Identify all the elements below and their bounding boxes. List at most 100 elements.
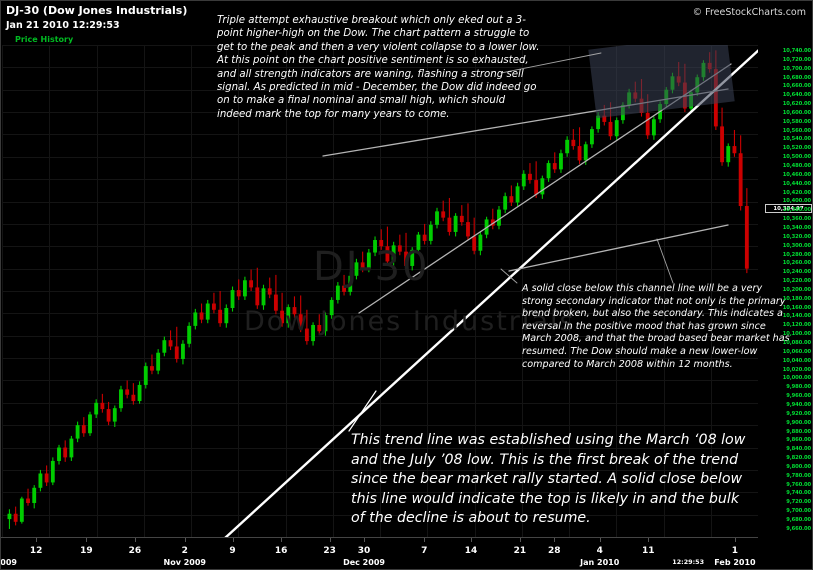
- price-axis[interactable]: 10,384.97 10,740.00 10,720.00 10,700.00 10,…: [758, 45, 812, 537]
- price-axis-tick: 10,460.00: [782, 171, 811, 178]
- date-axis-tick-mark: [281, 537, 283, 542]
- candle-body: [422, 234, 427, 241]
- secondary-channel-line: [508, 224, 729, 272]
- price-axis-tick: 10,220.00: [782, 278, 811, 285]
- grid-layer: [2, 45, 758, 537]
- candle-body: [373, 240, 377, 253]
- candle-body: [19, 498, 24, 522]
- date-axis-cursor-time: 12:29:53: [672, 558, 705, 566]
- candle-body: [13, 513, 18, 522]
- candle-body: [515, 186, 520, 203]
- price-axis-tick: 9,800.00: [786, 463, 811, 470]
- date-axis-tick-major: 19: [80, 546, 93, 556]
- candle-body: [100, 402, 105, 410]
- chart-plot-area[interactable]: [2, 45, 758, 537]
- candle-body: [528, 173, 532, 181]
- price-axis-tick: 10,100.00: [782, 331, 811, 338]
- candle-body: [75, 425, 80, 439]
- trendline-drawings: [224, 45, 758, 537]
- candle-body: [559, 153, 563, 170]
- date-axis-tick-mark: [134, 537, 136, 542]
- candle-body: [174, 346, 179, 359]
- candle-body: [286, 307, 291, 324]
- date-axis-tick-major: 4: [596, 546, 603, 556]
- price-axis-tick: 10,420.00: [782, 189, 811, 196]
- candle-body: [540, 178, 545, 195]
- candle-body: [81, 425, 86, 434]
- candle-body: [193, 312, 198, 326]
- candle-body: [143, 366, 148, 385]
- candle-body: [428, 224, 433, 241]
- date-axis-month-label: Nov 2009: [163, 558, 206, 567]
- candle-body: [602, 115, 607, 122]
- date-axis-tick-major: 30: [357, 546, 371, 556]
- candle-body: [168, 340, 173, 347]
- candle-body: [242, 280, 247, 297]
- date-axis-tick-mark: [86, 537, 88, 542]
- candle-body: [720, 126, 724, 163]
- candle-body: [459, 215, 464, 223]
- price-axis-tick: 9,680.00: [786, 516, 811, 523]
- price-axis-tick: 9,820.00: [786, 455, 811, 462]
- date-axis-tick-mark: [184, 537, 186, 542]
- candle-body: [651, 119, 656, 136]
- primary-uptrend-line: [224, 49, 758, 537]
- candle-body: [391, 245, 396, 262]
- date-axis-tick-mark: [519, 537, 521, 542]
- price-axis-tick: 10,620.00: [782, 101, 811, 108]
- candle-body: [366, 252, 371, 269]
- price-axis-tick: 10,720.00: [782, 56, 811, 63]
- copyright-notice: © FreeStockCharts.com: [692, 7, 806, 18]
- price-axis-tick: 9,660.00: [786, 525, 811, 532]
- candle-body: [416, 234, 421, 250]
- candle-body: [379, 240, 384, 247]
- date-axis-tick-mark: [734, 537, 736, 542]
- candle-body: [94, 402, 99, 415]
- price-axis-tick: 10,280.00: [782, 251, 811, 258]
- callout-leader-top: [500, 52, 602, 74]
- chart-title: DJ-30 (Dow Jones Industrials): [6, 4, 188, 17]
- candle-body: [552, 163, 557, 170]
- price-axis-tick: 9,700.00: [786, 508, 811, 515]
- candle-body: [342, 285, 346, 292]
- candle-body: [63, 447, 68, 458]
- price-axis-tick: 10,320.00: [782, 233, 811, 240]
- candle-body: [311, 324, 315, 342]
- candle-body: [614, 120, 619, 137]
- candlestick-canvas: [2, 45, 758, 537]
- candle-body: [44, 473, 49, 483]
- price-axis-tick: 9,980.00: [786, 384, 811, 391]
- price-axis-tick: 9,920.00: [786, 410, 811, 417]
- candle-body: [125, 389, 130, 395]
- price-axis-tick: 10,140.00: [782, 313, 811, 320]
- candle-body: [590, 129, 594, 145]
- candle-body: [354, 262, 359, 276]
- date-axis-tick-major: 11: [641, 546, 655, 556]
- candle-body: [131, 394, 136, 402]
- candle-body: [329, 299, 334, 316]
- candle-body: [565, 139, 570, 154]
- candle-body: [298, 314, 303, 329]
- callout-leader-mid2: [656, 238, 674, 284]
- date-axis[interactable]: 12192629162330714212841112009Nov 2009Dec…: [1, 537, 758, 569]
- candle-body: [472, 236, 477, 251]
- price-axis-tick: 9,780.00: [786, 472, 811, 479]
- price-axis-tick: 10,160.00: [782, 304, 811, 311]
- candle-body: [323, 315, 328, 332]
- candle-body: [509, 196, 514, 203]
- date-axis-month-label: Jan 2010: [580, 558, 620, 567]
- candle-body: [385, 246, 390, 262]
- candle-body: [732, 146, 737, 154]
- price-axis-tick: 10,560.00: [782, 127, 811, 134]
- date-axis-month-label: Feb 2010: [714, 558, 756, 567]
- price-axis-tick: 9,740.00: [786, 490, 811, 497]
- date-axis-tick-major: 12: [29, 546, 43, 556]
- date-axis-tick-mark: [599, 537, 601, 542]
- candle-body: [26, 498, 30, 504]
- price-axis-tick: 10,740.00: [782, 48, 811, 54]
- date-axis-tick-major: 2: [181, 546, 188, 556]
- candle-body: [583, 144, 588, 161]
- chart-timestamp: Jan 21 2010 12:29:53: [6, 20, 120, 31]
- candle-body: [267, 288, 272, 295]
